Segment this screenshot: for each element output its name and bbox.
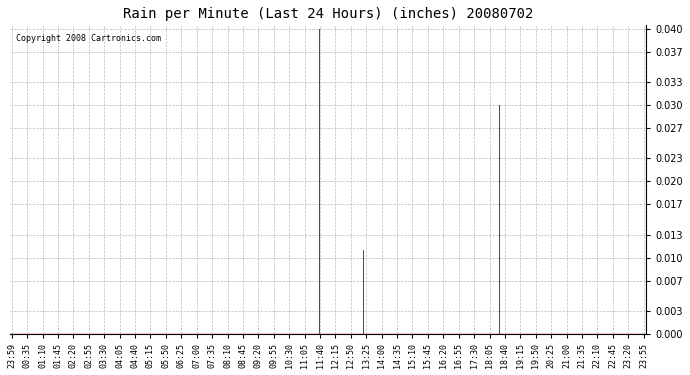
Text: Copyright 2008 Cartronics.com: Copyright 2008 Cartronics.com <box>16 34 161 43</box>
Title: Rain per Minute (Last 24 Hours) (inches) 20080702: Rain per Minute (Last 24 Hours) (inches)… <box>123 7 533 21</box>
